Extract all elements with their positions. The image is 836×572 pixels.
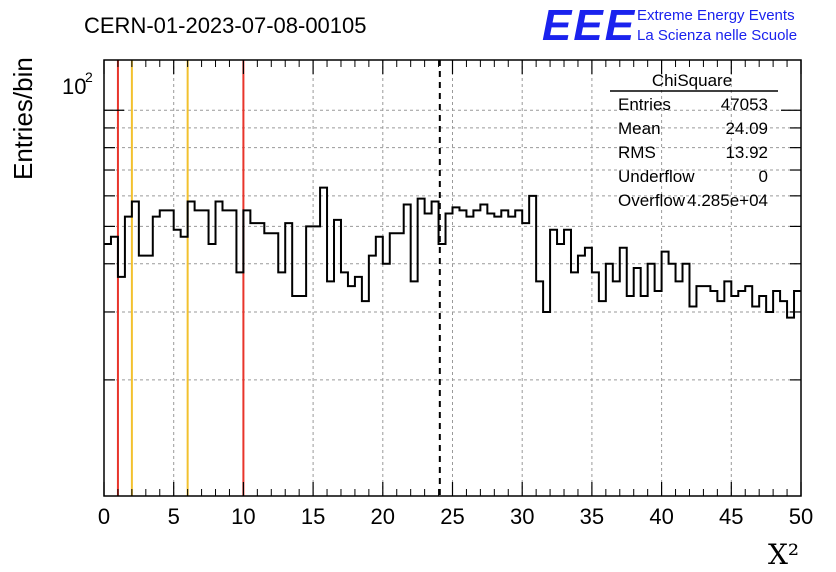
stats-row-label: Overflow: [618, 191, 686, 210]
stats-row-value: 47053: [721, 95, 768, 114]
stats-row-value: 4.285e+04: [687, 191, 768, 210]
stats-row-label: RMS: [618, 143, 656, 162]
stats-box: ChiSquare Entries 47053 Mean 24.09 RMS 13.92 U…: [610, 71, 778, 210]
x-tick-label: 35: [580, 504, 604, 529]
svg-text:10: 10: [62, 74, 86, 99]
y-tick-label: 10 2: [62, 69, 93, 99]
y-axis-label: Entries/bin: [8, 57, 38, 180]
x-tick-label: 5: [168, 504, 180, 529]
svg-text:2: 2: [85, 69, 93, 85]
stats-title: ChiSquare: [652, 71, 732, 90]
stats-row-label: Mean: [618, 119, 661, 138]
logo-line-2: La Scienza nelle Scuole: [637, 27, 797, 44]
eee-logo: EEE: [542, 1, 636, 50]
reference-lines: [116, 60, 441, 496]
x-tick-label: 20: [371, 504, 395, 529]
stats-row-label: Entries: [618, 95, 671, 114]
stats-row-value: 24.09: [725, 119, 768, 138]
x-tick-label: 15: [301, 504, 325, 529]
x-tick-label: 10: [231, 504, 255, 529]
stats-row-value: 0: [759, 167, 768, 186]
axis-ticks: 0 5 10 15 20 25 30 35 40 45 50: [98, 60, 813, 529]
logo-line-1: Extreme Energy Events: [637, 7, 795, 24]
stats-row-label: Underflow: [618, 167, 695, 186]
x-tick-label: 30: [510, 504, 534, 529]
x-tick-label: 45: [719, 504, 743, 529]
x-tick-label: 25: [440, 504, 464, 529]
stats-row-value: 13.92: [725, 143, 768, 162]
x-axis-label: X²: [768, 538, 799, 571]
x-tick-label: 0: [98, 504, 110, 529]
x-tick-label: 40: [649, 504, 673, 529]
histogram-series: [104, 186, 801, 319]
histogram-line: [104, 186, 801, 319]
chart-title: CERN-01-2023-07-08-00105: [84, 13, 367, 38]
grid-lines: [104, 60, 801, 496]
x-tick-label: 50: [789, 504, 813, 529]
